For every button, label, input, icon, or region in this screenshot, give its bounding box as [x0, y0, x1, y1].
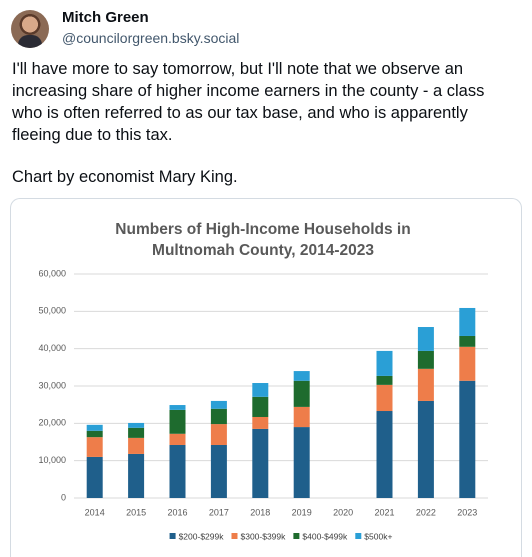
chart-title: Multnomah County, 2014-2023 [152, 242, 374, 259]
legend-label: $200-$299k [179, 531, 225, 541]
bar-segment [86, 430, 103, 438]
post-text: I'll have more to say tomorrow, but I'll… [12, 60, 485, 144]
bar-segment [128, 422, 145, 428]
bar-segment [86, 456, 103, 498]
y-tick-label: 50,000 [38, 306, 66, 316]
bar-segment [210, 400, 227, 409]
y-tick-label: 10,000 [38, 455, 66, 465]
x-tick-label: 2016 [167, 507, 187, 517]
author-name[interactable]: Mitch Green [62, 9, 149, 26]
chart-title: Numbers of High-Income Households in [115, 221, 410, 238]
bar-segment [376, 350, 393, 376]
x-tick-label: 2019 [292, 507, 312, 517]
bar-segment [128, 427, 145, 438]
y-tick-label: 40,000 [38, 343, 66, 353]
y-tick-label: 30,000 [38, 380, 66, 390]
avatar[interactable] [11, 10, 49, 48]
bar-segment [252, 396, 269, 417]
x-tick-label: 2023 [457, 507, 477, 517]
bar-segment [293, 406, 310, 428]
bar-segment [293, 371, 310, 381]
bar-segment [293, 427, 310, 498]
legend-label: $500k+ [364, 531, 392, 541]
y-tick-label: 60,000 [38, 268, 66, 278]
legend-swatch [231, 533, 238, 539]
bar-segment [252, 416, 269, 429]
legend-label: $400-$499k [302, 531, 348, 541]
x-tick-label: 2020 [333, 507, 353, 517]
x-tick-label: 2014 [85, 507, 105, 517]
bar-segment [459, 380, 476, 498]
bar-segment [459, 307, 476, 336]
bar-segment [169, 405, 186, 410]
bar-segment [417, 368, 434, 401]
bar-segment [376, 411, 393, 498]
bar-segment [459, 335, 476, 347]
bar-segment [252, 428, 269, 498]
bar-segment [210, 444, 227, 498]
post-caption: Chart by economist Mary King. [12, 168, 238, 186]
legend-swatch [293, 533, 300, 539]
x-tick-label: 2018 [250, 507, 270, 517]
x-tick-label: 2022 [416, 507, 436, 517]
bar-segment [128, 437, 145, 454]
bar-segment [417, 350, 434, 369]
author-handle[interactable]: @councilorgreen.bsky.social [62, 30, 240, 46]
bar-segment [252, 383, 269, 397]
chart: Numbers of High-Income Households in Mul… [38, 221, 488, 541]
bar-segment [376, 375, 393, 385]
bar-segment [293, 380, 310, 407]
bar-segment [169, 409, 186, 434]
bar-segment [210, 408, 227, 425]
x-tick-label: 2021 [374, 507, 394, 517]
legend-swatch [169, 533, 176, 539]
bar-segment [459, 346, 476, 381]
x-tick-label: 2015 [126, 507, 146, 517]
bar-segment [210, 424, 227, 445]
bar-segment [417, 327, 434, 351]
bar-segment [417, 400, 434, 498]
bar-segment [376, 384, 393, 412]
x-tick-label: 2017 [209, 507, 229, 517]
legend-label: $300-$399k [240, 531, 286, 541]
y-tick-label: 0 [61, 492, 66, 502]
bar-segment [86, 437, 103, 457]
chart-card[interactable]: Numbers of High-Income Households in Mul… [10, 198, 522, 557]
y-tick-label: 20,000 [38, 418, 66, 428]
bar-segment [169, 444, 186, 498]
bar-segment [128, 453, 145, 498]
bar-segment [86, 424, 103, 431]
bar-segment [169, 433, 186, 445]
legend-swatch [355, 533, 362, 539]
